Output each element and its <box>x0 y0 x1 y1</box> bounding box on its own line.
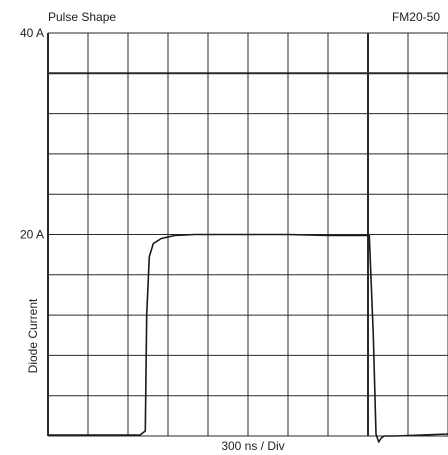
y-tick-label: 40 A <box>20 26 44 40</box>
chart-title: Pulse Shape <box>48 10 116 24</box>
y-axis-label: Diode Current <box>26 298 40 373</box>
plot-grid <box>47 32 448 437</box>
model-label: FM20-50 <box>392 10 440 24</box>
y-tick-labels: 40 A 20 A <box>20 26 44 242</box>
x-axis-label: 300 ns / Div <box>221 439 284 453</box>
y-tick-label: 20 A <box>20 228 44 242</box>
series-line-pulse <box>48 233 448 443</box>
